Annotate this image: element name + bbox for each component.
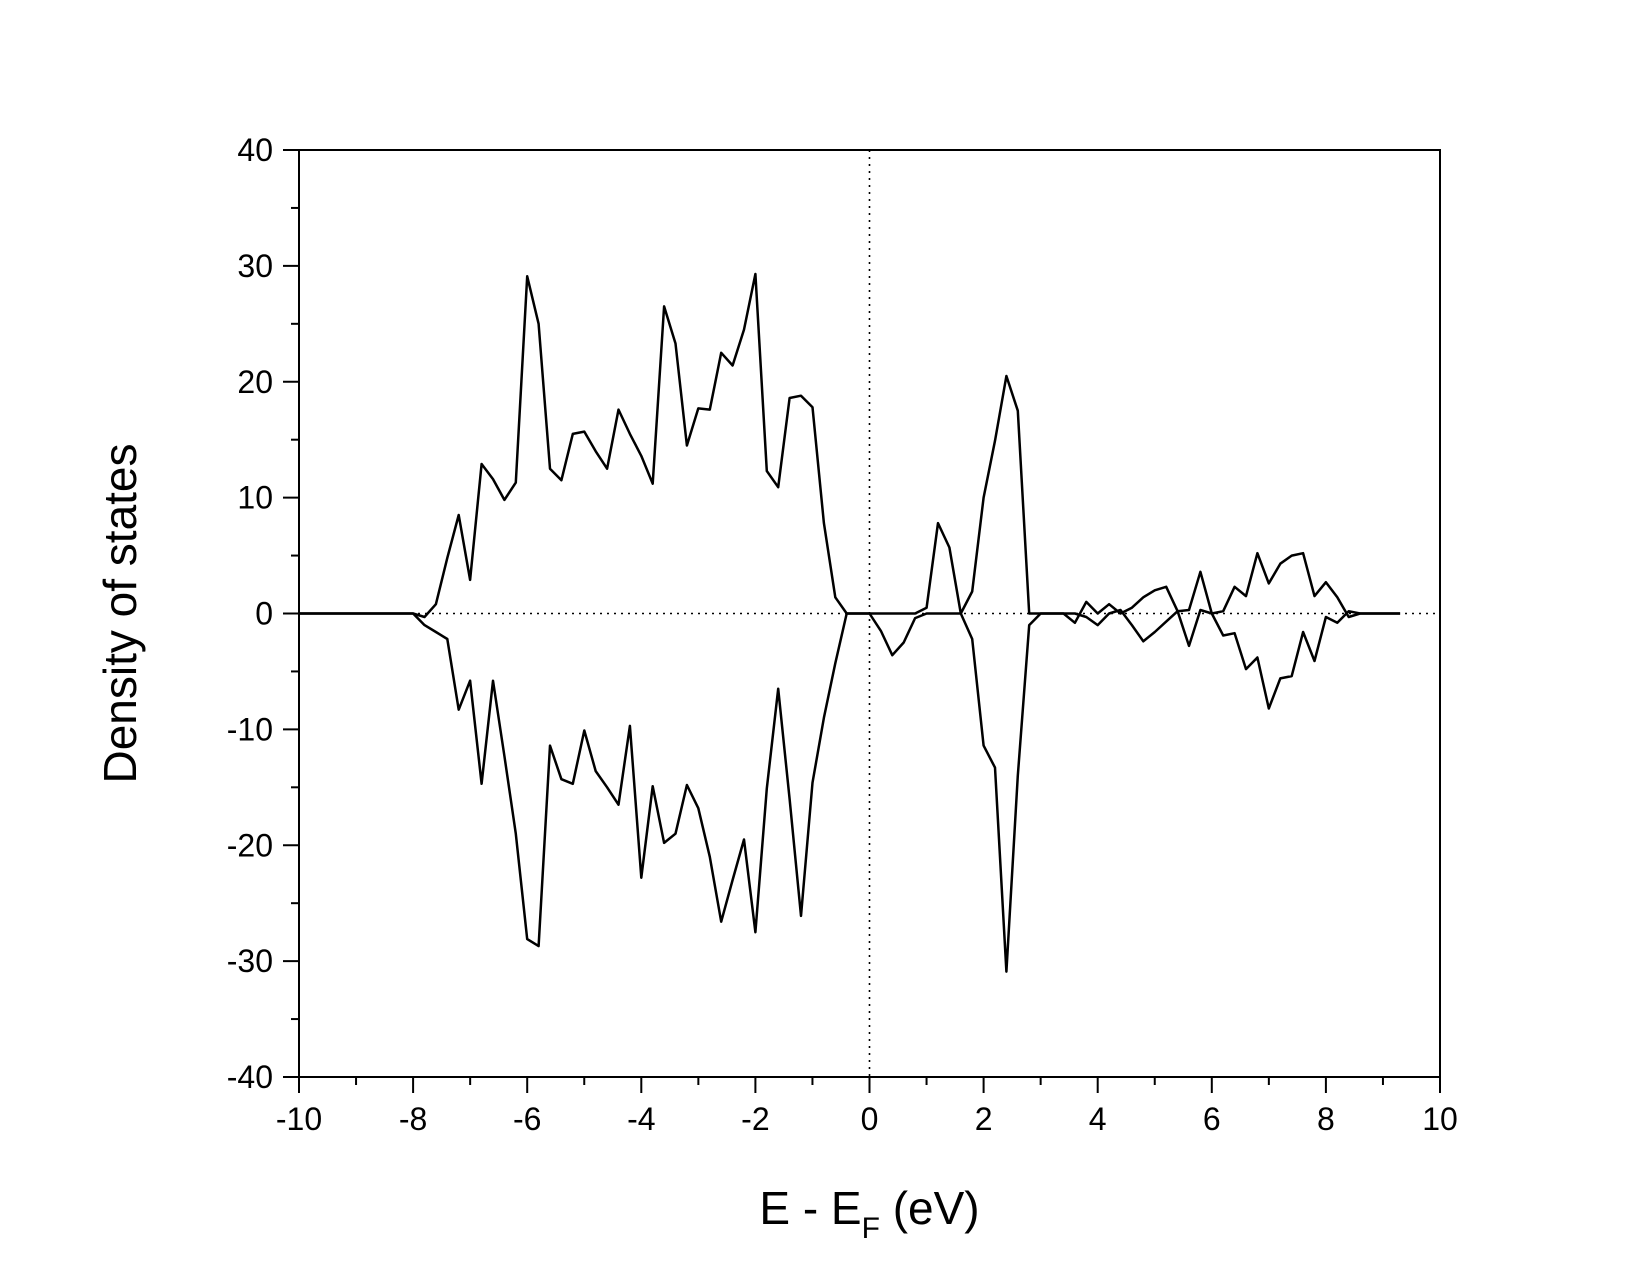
x-axis-title-subscript: F — [862, 1212, 880, 1245]
x-tick-label: 0 — [861, 1101, 879, 1137]
series-line-2 — [299, 608, 1401, 973]
y-tick-label: 20 — [237, 364, 273, 400]
x-tick-label: 6 — [1203, 1101, 1221, 1137]
y-tick-label: -20 — [227, 827, 273, 863]
x-tick-label: -8 — [399, 1101, 427, 1137]
x-tick-label: 8 — [1317, 1101, 1335, 1137]
x-axis-title: E - EF (eV) — [759, 1182, 979, 1245]
series-group — [299, 272, 1401, 973]
x-tick-label: -6 — [513, 1101, 541, 1137]
x-tick-label: -10 — [276, 1101, 322, 1137]
y-tick-label: -10 — [227, 711, 273, 747]
y-tick-label: 10 — [237, 480, 273, 516]
x-tick-label: -2 — [741, 1101, 769, 1137]
y-axis-title: Density of states — [94, 443, 146, 783]
y-tick-label: -40 — [227, 1059, 273, 1095]
x-tick-label: 2 — [975, 1101, 993, 1137]
y-tick-label: -30 — [227, 943, 273, 979]
series-line-1 — [299, 272, 1401, 625]
x-tick-label: -4 — [627, 1101, 655, 1137]
x-axis-title-tail: (eV) — [880, 1182, 980, 1234]
x-tick-label: 4 — [1089, 1101, 1107, 1137]
ticks-group — [283, 149, 1441, 1093]
y-tick-label: 40 — [237, 132, 273, 168]
x-tick-label: 10 — [1422, 1101, 1458, 1137]
y-tick-label: 0 — [255, 596, 273, 632]
y-tick-label: 30 — [237, 248, 273, 284]
x-axis-title-main: E - E — [759, 1182, 861, 1234]
